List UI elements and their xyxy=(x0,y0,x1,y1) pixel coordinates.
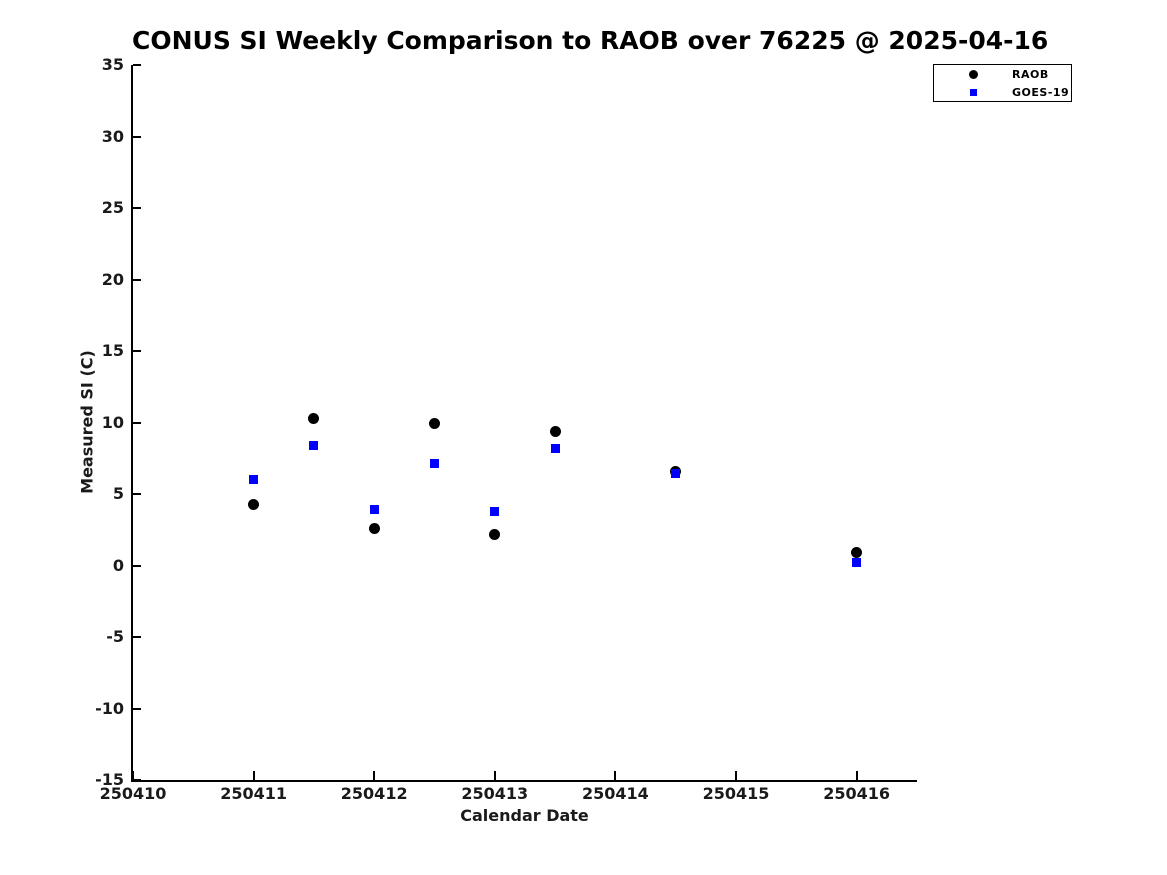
x-tick-mark xyxy=(855,771,858,780)
legend-label-raob: RAOB xyxy=(1012,67,1049,81)
legend: RAOB GOES-19 xyxy=(933,64,1072,102)
y-tick-mark xyxy=(133,350,141,352)
goes19-square-marker-icon xyxy=(969,88,977,96)
raob-data-point xyxy=(368,522,380,534)
legend-marker-cell xyxy=(934,88,1012,96)
y-tick-label: -15 xyxy=(95,770,124,789)
x-axis-spine xyxy=(131,780,917,782)
legend-item-goes19: GOES-19 xyxy=(934,83,1071,101)
goes-19-data-point xyxy=(490,506,500,516)
x-tick-label: 250415 xyxy=(702,784,770,803)
legend-label-goes19: GOES-19 xyxy=(1012,85,1070,99)
raob-data-point xyxy=(429,418,440,430)
y-tick-label: 30 xyxy=(101,126,124,146)
chart-title: CONUS SI Weekly Comparison to RAOB over … xyxy=(132,26,1049,55)
raob-data-point xyxy=(489,528,501,540)
x-tick-mark xyxy=(735,771,737,780)
x-tick-mark xyxy=(252,771,255,780)
goes-19-data-point xyxy=(430,459,439,469)
y-tick-label: 15 xyxy=(101,341,124,360)
y-tick-mark xyxy=(133,421,141,424)
goes-19-data-point xyxy=(309,440,319,450)
y-tick-mark xyxy=(133,564,141,567)
x-tick-mark xyxy=(614,771,617,780)
goes-19-data-point xyxy=(671,469,681,479)
y-tick-mark xyxy=(133,636,141,638)
y-tick-mark xyxy=(133,64,141,66)
raob-data-point xyxy=(851,547,863,559)
y-tick-label: 20 xyxy=(101,269,124,289)
y-tick-mark xyxy=(133,135,141,138)
raob-data-point xyxy=(248,498,260,510)
y-tick-mark xyxy=(133,207,141,209)
y-tick-label: 35 xyxy=(101,55,124,74)
y-tick-mark xyxy=(133,779,141,781)
raob-data-point xyxy=(549,425,561,437)
goes-19-data-point xyxy=(852,558,862,568)
x-tick-mark xyxy=(132,771,134,780)
y-axis-spine xyxy=(131,65,133,782)
x-tick-label: 250416 xyxy=(823,784,890,803)
x-tick-mark xyxy=(373,771,376,780)
x-tick-label: 250410 xyxy=(99,784,167,803)
raob-circle-marker-icon xyxy=(968,69,978,79)
y-tick-label: 5 xyxy=(112,484,124,503)
goes-19-data-point xyxy=(369,505,379,515)
y-tick-mark xyxy=(133,278,141,281)
goes-19-data-point xyxy=(550,443,560,453)
raob-data-point xyxy=(308,412,320,424)
legend-item-raob: RAOB xyxy=(934,65,1071,83)
goes-19-data-point xyxy=(249,475,259,485)
x-tick-label: 250413 xyxy=(461,784,529,803)
x-tick-label: 250411 xyxy=(220,784,287,803)
x-tick-mark xyxy=(493,771,496,780)
legend-marker-cell xyxy=(934,69,1012,79)
y-tick-label: -10 xyxy=(95,698,124,718)
y-tick-mark xyxy=(133,707,141,710)
y-tick-label: 25 xyxy=(101,198,124,217)
y-tick-label: 0 xyxy=(112,555,124,575)
x-axis-label: Calendar Date xyxy=(460,806,589,825)
x-tick-label: 250412 xyxy=(340,784,408,803)
y-axis-label: Measured SI (C) xyxy=(77,350,97,494)
y-tick-label: -5 xyxy=(106,627,124,646)
y-tick-label: 10 xyxy=(101,412,124,432)
x-tick-label: 250414 xyxy=(581,784,649,803)
y-tick-mark xyxy=(133,493,141,495)
